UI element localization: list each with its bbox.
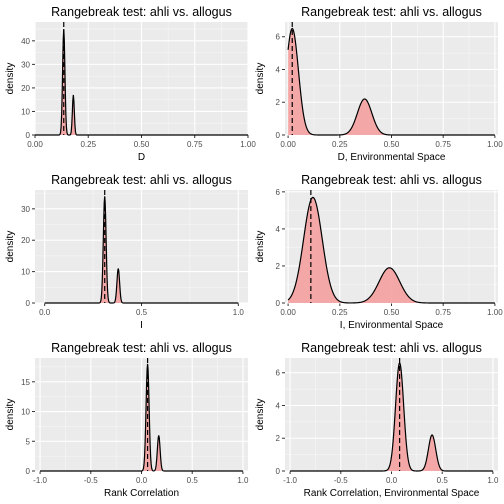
x-tick-label: 0.00 [280,308,296,317]
panel-5: -1.0 -0.5 0.0 0.5 1.0 0 5 10 15 Rangebreak test: … [5,341,249,499]
x-tick-label: 0.75 [187,140,203,149]
y-tick-label: 10 [21,268,30,277]
y-tick-label: 0 [276,467,281,476]
x-tick-label: 1.00 [487,308,503,317]
y-tick-label: 0 [26,299,31,308]
density-curve [44,196,239,304]
x-tick-label: 1.0 [487,476,499,485]
panel-title: Rangebreak test: ahli vs. allogus [51,341,232,355]
x-tick-label: 0.75 [435,308,451,317]
y-tick-label: 20 [21,84,30,93]
y-tick-label: 4 [276,65,281,74]
y-tick-label: 40 [21,37,30,46]
y-tick-label: 2 [276,434,281,443]
y-axis-label: density [5,399,16,431]
x-axis-label: Rank Correlation, Environmental Space [304,488,480,499]
x-tick-label: 0.75 [435,140,451,149]
x-tick-label: 0.25 [80,140,96,149]
panel-title: Rangebreak test: ahli vs. allogus [301,173,482,187]
x-tick-label: -0.5 [84,476,98,485]
x-tick-label: 1.00 [487,140,503,149]
y-tick-label: 10 [21,408,30,417]
y-tick-label: 4 [276,225,281,234]
y-axis-label: density [255,399,266,431]
y-tick-label: 10 [21,107,30,116]
y-tick-label: 2 [276,262,281,271]
x-tick-label: 0.5 [187,476,199,485]
x-tick-label: 0.00 [280,140,296,149]
x-tick-label: -0.5 [334,476,348,485]
x-tick-label: 1.00 [240,140,256,149]
panel-2: 0.00 0.25 0.50 0.75 1.00 0 2 4 6 Rangebreak test:… [255,5,503,163]
panel-4: 0.00 0.25 0.50 0.75 1.00 0 2 4 6 Rangebreak test:… [255,173,503,331]
y-tick-label: 6 [276,33,281,42]
density-curve [40,363,243,472]
panel-title: Rangebreak test: ahli vs. allogus [51,5,232,19]
x-tick-label: 0.50 [384,140,400,149]
x-axis-label: I [140,320,143,331]
panel-1: 0.00 0.25 0.50 0.75 1.00 0 10 20 30 40 Rangebreak … [5,5,256,163]
y-tick-label: 0 [26,131,31,140]
y-axis-label: density [5,231,16,263]
y-tick-label: 6 [276,188,281,197]
x-axis-label: D [138,152,145,163]
x-tick-label: -1.0 [283,476,297,485]
panel-3: 0.0 0.5 1.0 0 10 20 30 Rangebreak test: ahli vs… [5,173,248,331]
panel-title: Rangebreak test: ahli vs. allogus [301,5,482,19]
panel-title: Rangebreak test: ahli vs. allogus [51,173,232,187]
x-tick-label: 0.50 [134,140,150,149]
x-tick-label: 0.5 [136,308,148,317]
y-tick-label: 2 [276,98,281,107]
panel-title: Rangebreak test: ahli vs. allogus [301,341,482,355]
x-axis-label: I, Environmental Space [340,320,444,331]
y-axis-label: density [255,231,266,263]
density-curve [290,361,493,472]
x-tick-label: 0.25 [332,308,348,317]
x-tick-label: 1.0 [233,308,245,317]
y-axis-label: density [5,63,16,95]
density-curve [35,29,248,136]
y-tick-label: 30 [21,205,30,214]
y-tick-label: 0 [276,131,281,140]
y-tick-label: 0 [26,467,31,476]
y-tick-label: 15 [21,378,30,387]
x-axis-label: D, Environmental Space [338,152,446,163]
x-tick-label: 0.0 [136,476,148,485]
y-tick-label: 6 [276,369,281,378]
density-curve [287,27,495,136]
x-tick-label: 0.50 [384,308,400,317]
y-tick-label: 20 [21,236,30,245]
x-axis-label: Rank Correlation [104,488,179,499]
density-curve [287,196,495,304]
x-tick-label: 1.0 [237,476,249,485]
x-tick-label: 0.25 [332,140,348,149]
y-tick-label: 0 [276,299,281,308]
y-tick-label: 4 [276,401,281,410]
y-tick-label: 30 [21,60,30,69]
x-tick-label: 0.0 [39,308,51,317]
x-tick-label: -1.0 [33,476,47,485]
y-tick-label: 5 [26,437,31,446]
x-tick-label: 0.00 [27,140,43,149]
y-axis-label: density [255,63,266,95]
x-tick-label: 0.0 [386,476,398,485]
x-tick-label: 0.5 [437,476,449,485]
panel-6: -1.0 -0.5 0.0 0.5 1.0 0 2 4 6 Rangebreak test: ah… [255,341,499,499]
